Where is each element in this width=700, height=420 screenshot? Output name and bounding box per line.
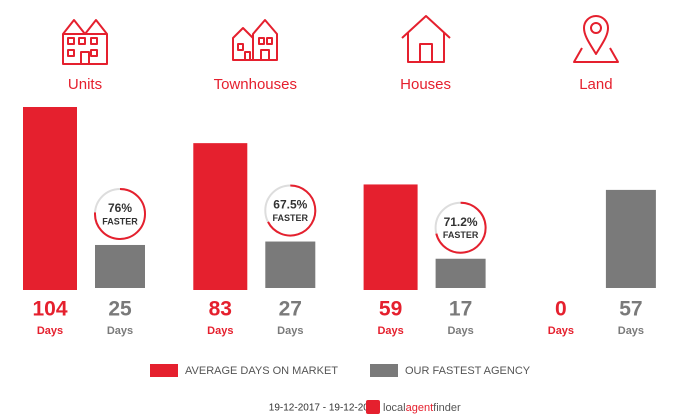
legend-label: AVERAGE DAYS ON MARKET [185,365,338,377]
bar [193,143,248,290]
legend-swatch [150,364,178,377]
brand-part: local [383,402,406,414]
brand-part: agent [406,402,434,414]
bar [605,189,656,288]
brand-part: finder [433,402,461,414]
category-label: Houses [400,76,451,93]
category-label: Townhouses [214,76,297,93]
brand-logo [366,400,380,414]
unit-label: Days [37,325,63,337]
badge-label: FASTER [273,213,309,223]
category-label: Units [68,76,102,93]
legend-swatch [370,364,398,377]
value-label: 25 [108,298,132,321]
value-label: 27 [279,298,302,321]
badge-value: 67.5% [273,198,307,212]
unit-label: Days [277,325,303,337]
brand: localagentfinder [383,402,461,414]
land-icon [573,15,619,63]
units-icon [62,19,108,65]
value-label: 57 [619,298,642,321]
unit-label: Days [207,325,233,337]
unit-label: Days [377,325,403,337]
badge-value: 76% [108,201,132,215]
value-label: 0 [555,298,567,321]
badge-arc [435,201,487,254]
date-range: 19-12-2017 - 19-12-2018 [269,403,381,414]
bar [435,258,486,288]
bar [265,241,316,288]
badge-label: FASTER [102,216,138,226]
badge-value: 71.2% [444,215,478,229]
value-label: 104 [32,298,67,321]
unit-label: Days [107,325,133,337]
category-label: Land [579,76,612,93]
value-label: 83 [209,298,232,321]
legend-label: OUR FASTEST AGENCY [405,365,531,377]
icons [62,15,619,65]
badge-arc [267,184,317,237]
unit-label: Days [618,325,644,337]
bar [363,184,418,290]
bar [95,244,145,288]
value-label: 59 [379,298,402,321]
badge-label: FASTER [443,230,479,240]
houses-icon [401,15,451,63]
unit-label: Days [447,325,473,337]
value-label: 17 [449,298,472,321]
townhouses-icon [232,19,278,61]
bar [23,107,77,290]
badge-arc [94,187,146,240]
unit-label: Days [548,325,574,337]
